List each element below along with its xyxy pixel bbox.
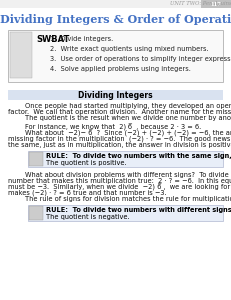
Bar: [0, 0, 231, 8]
Text: number that makes this multiplication true:  2 · ? = −6.  In this equation, the : number that makes this multiplication tr…: [8, 178, 231, 184]
Text: factor.  We call that operation division.  Another name for the missing factor i: factor. We call that operation division.…: [8, 109, 231, 115]
Bar: [8, 90, 223, 100]
Bar: [29, 152, 43, 167]
Bar: [28, 152, 223, 167]
Text: For instance, we know that  2) 6̅  , because 2 · 3 = 6.: For instance, we know that 2) 6̅ , becau…: [8, 124, 201, 131]
Text: The quotient is the result when we divide one number by another.: The quotient is the result when we divid…: [8, 116, 231, 122]
Text: 2.5 Dividing Integers & Order of Operations: 2.5 Dividing Integers & Order of Operati…: [0, 14, 231, 25]
Text: Once people had started multiplying, they developed an operation for finding a m: Once people had started multiplying, the…: [8, 103, 231, 109]
Text: 2.  Write exact quotients using mixed numbers.: 2. Write exact quotients using mixed num…: [50, 46, 209, 52]
Text: SWBAT: SWBAT: [36, 35, 69, 44]
Text: missing factor in the multiplication  (−2) · ? = −6.  The good news is that when: missing factor in the multiplication (−2…: [8, 136, 231, 142]
Text: 1.  Divide integers.: 1. Divide integers.: [50, 36, 113, 42]
Bar: [8, 30, 223, 82]
Text: 117: 117: [211, 2, 222, 7]
Text: The rule of signs for division matches the rule for multiplication:: The rule of signs for division matches t…: [8, 196, 231, 202]
Text: What about  −2)− 6̅  ?  Since (−2) + (−2) + (−2) = −6, the answer is 3.  So, 3 i: What about −2)− 6̅ ? Since (−2) + (−2) +…: [8, 130, 231, 137]
Text: RULE:  To divide two numbers with different signs, divide their absolute values.: RULE: To divide two numbers with differe…: [46, 207, 231, 213]
Text: makes (−2) · ? = 6 true and that number is −3.: makes (−2) · ? = 6 true and that number …: [8, 190, 167, 196]
Text: 4.  Solve applied problems using integers.: 4. Solve applied problems using integers…: [50, 66, 191, 72]
Bar: [10, 32, 32, 78]
Text: The quotient is positive.: The quotient is positive.: [46, 160, 127, 166]
Text: UNIT TWO: Penalguins in a Technical World: UNIT TWO: Penalguins in a Technical Worl…: [170, 2, 231, 7]
Text: the same, just as in multiplication, the answer in division is positive.: the same, just as in multiplication, the…: [8, 142, 231, 148]
Text: The quotient is negative.: The quotient is negative.: [46, 214, 130, 220]
Text: Dividing Integers: Dividing Integers: [78, 91, 152, 100]
Text: What about division problems with different signs?  To divide  2)− 6̅  we check : What about division problems with differ…: [8, 171, 231, 178]
Bar: [29, 206, 43, 220]
Bar: [201, 0, 231, 8]
Text: 3.  Use order of operations to simplify integer expressions.: 3. Use order of operations to simplify i…: [50, 56, 231, 62]
Text: RULE:  To divide two numbers with the same sign, divide their absolute values.: RULE: To divide two numbers with the sam…: [46, 153, 231, 159]
Bar: [28, 206, 223, 221]
Text: must be −3.  Similarly, when we divide  −2) 6̅ ,  we are looking for the missing: must be −3. Similarly, when we divide −2…: [8, 184, 231, 191]
